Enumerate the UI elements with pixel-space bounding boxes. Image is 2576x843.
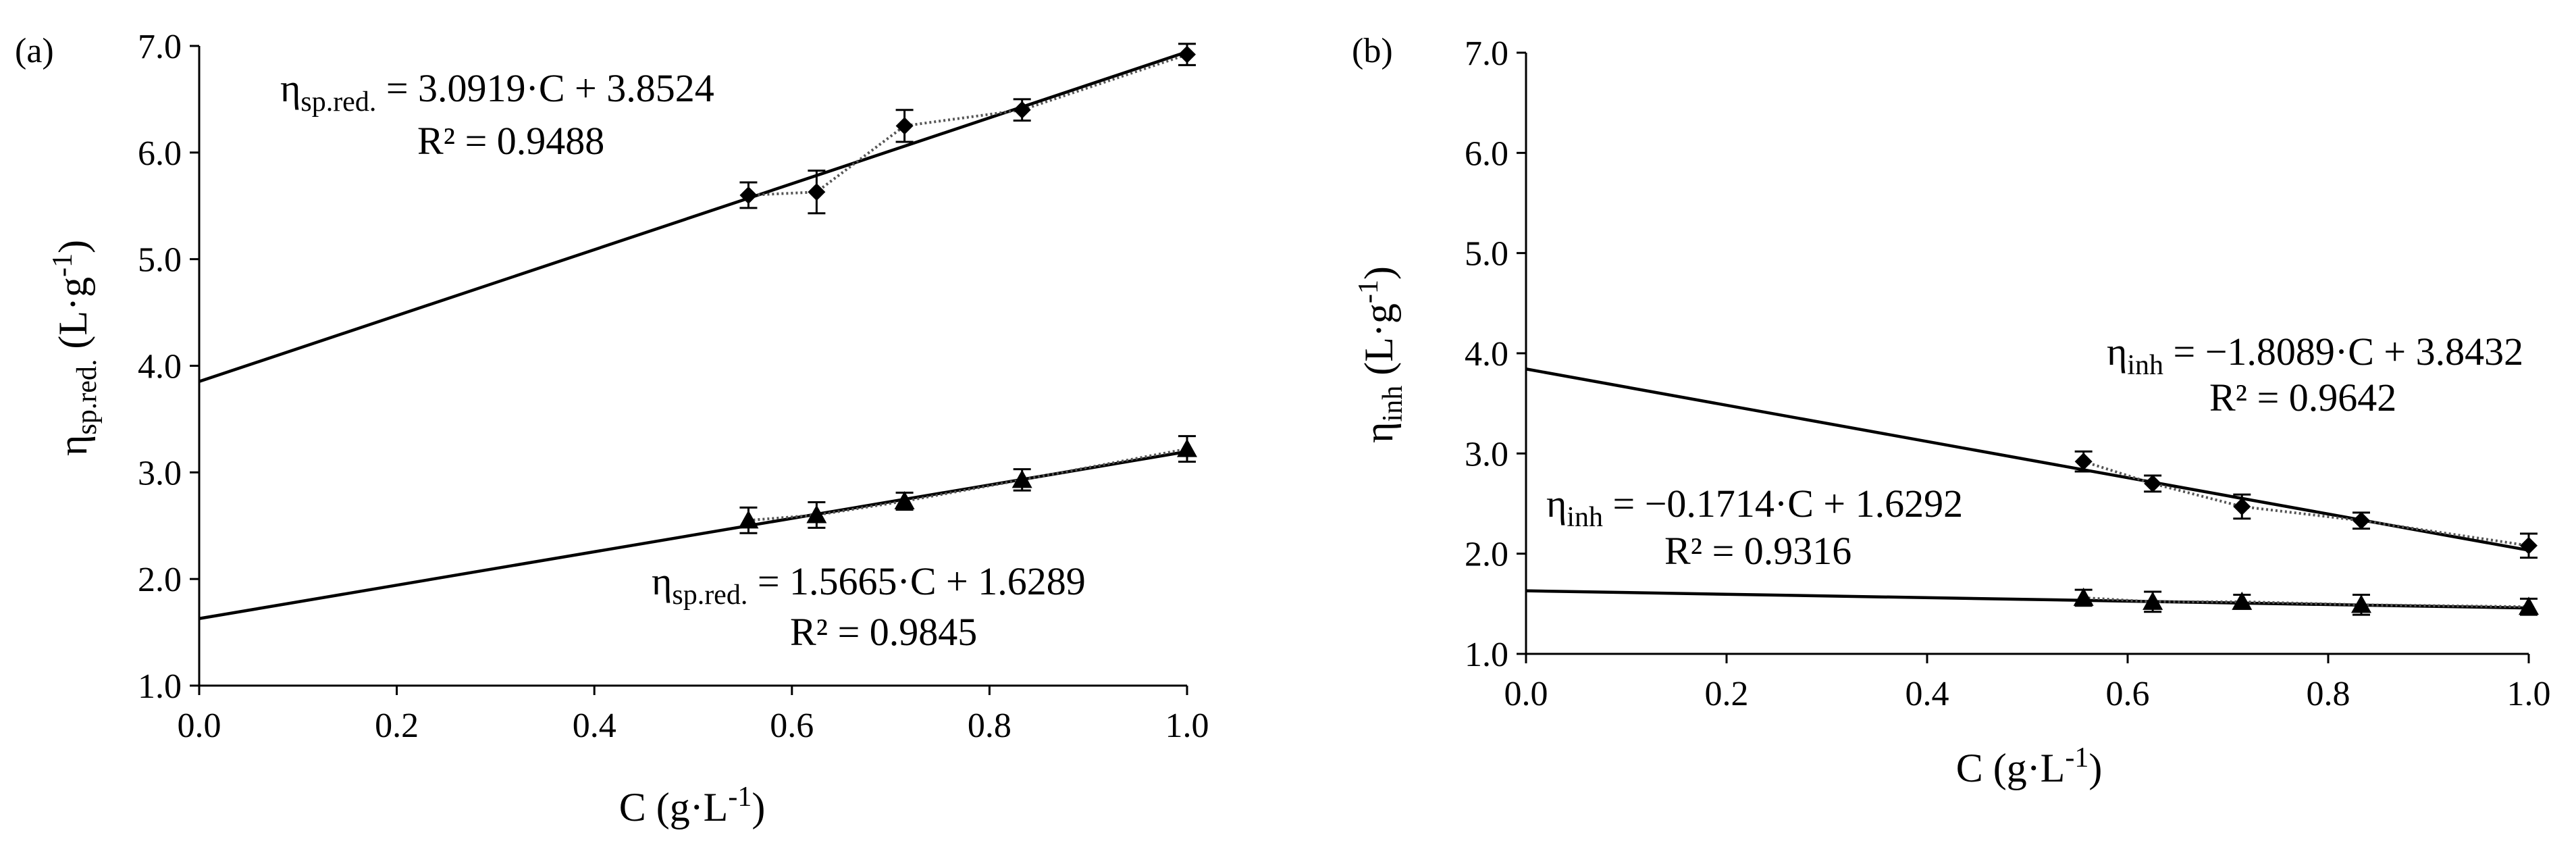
panel-a-y-ticks: 1.0 2.0 3.0 4.0 5.0 6.0 7.0: [138, 28, 199, 706]
diamond-marker: [2144, 474, 2162, 492]
panel-a-x-axis-label: C (g·L-1): [619, 782, 766, 829]
x-tick-label: 1.0: [2507, 675, 2551, 713]
diamond-marker: [895, 117, 914, 135]
triangle-marker: [2351, 594, 2372, 613]
triangle-marker: [2232, 591, 2253, 610]
panel-b-x-ticks: 0.0 0.2 0.4 0.6 0.8 1.0: [1504, 654, 2551, 713]
x-tick-label: 0.2: [1705, 675, 1749, 713]
diamond-marker: [1178, 45, 1196, 63]
diamond-marker: [1013, 101, 1031, 119]
panel-label-b: (b): [1352, 32, 1393, 70]
diamond-marker: [2520, 536, 2538, 555]
triangle-marker: [1177, 438, 1197, 457]
x-tick-label: 1.0: [1165, 707, 1209, 745]
triangle-marker: [806, 505, 827, 523]
triangle-marker: [1011, 469, 1032, 488]
x-tick-label: 0.0: [178, 707, 221, 745]
triangle-marker: [2519, 596, 2539, 615]
x-tick-label: 0.2: [375, 707, 419, 745]
data-connector-diamond: [2083, 460, 2529, 547]
panel-b-markers: [2073, 450, 2539, 616]
y-tick-label: 5.0: [1465, 235, 1508, 274]
triangle-marker: [2073, 587, 2094, 606]
y-tick-label: 3.0: [138, 454, 182, 492]
y-tick-label: 5.0: [138, 241, 182, 280]
panel-b-equation-triangle: ηinh = −0.1714·C + 1.6292: [1546, 482, 1963, 533]
diamond-marker: [739, 186, 758, 204]
x-tick-label: 0.0: [1504, 675, 1548, 713]
y-tick-label: 4.0: [138, 348, 182, 386]
panel-b-equation-diamond: ηinh = −1.8089·C + 3.8432: [2107, 330, 2523, 381]
panel-b: (b) 0.0 0.2 0.4 0.6 0.8 1.0 1.0 2.0 3.0 4.0 5.0 6.…: [1352, 32, 2551, 790]
panel-a-equation-triangle: ηsp.red. = 1.5665·C + 1.6289: [652, 559, 1086, 611]
panel-a-r2-triangle: R² = 0.9845: [790, 610, 977, 654]
y-tick-label: 6.0: [138, 134, 182, 173]
panel-a-x-ticks: 0.0 0.2 0.4 0.6 0.8 1.0: [178, 686, 1209, 745]
panel-a-trendlines: [199, 50, 1188, 620]
data-connector-diamond: [748, 53, 1188, 197]
y-tick-label: 3.0: [1465, 435, 1508, 474]
panel-label-a: (a): [15, 32, 54, 70]
x-tick-label: 0.8: [2307, 675, 2350, 713]
y-tick-label: 2.0: [1465, 536, 1508, 574]
y-tick-label: 1.0: [1465, 636, 1508, 674]
diamond-marker: [2352, 511, 2371, 530]
panel-b-r2-triangle: R² = 0.9316: [1664, 529, 1851, 573]
x-tick-label: 0.6: [2106, 675, 2150, 713]
panel-a-r2-diamond: R² = 0.9488: [417, 119, 604, 163]
panel-b-x-axis-label: C (g·L-1): [1956, 742, 2103, 790]
panel-a-equation-diamond: ηsp.red. = 3.0919·C + 3.8524: [280, 66, 714, 118]
y-tick-label: 7.0: [1465, 34, 1508, 73]
panel-a-y-axis-label: ηsp.red. (L·g-1): [47, 240, 103, 456]
y-tick-label: 2.0: [138, 561, 182, 599]
x-tick-label: 0.8: [968, 707, 1011, 745]
y-tick-label: 7.0: [138, 28, 182, 66]
diamond-marker: [2074, 453, 2093, 471]
panel-b-r2-diamond: R² = 0.9642: [2209, 376, 2396, 419]
triangle-marker: [894, 490, 915, 509]
triangle-marker: [2143, 591, 2163, 610]
y-tick-label: 1.0: [138, 667, 182, 706]
x-tick-label: 0.4: [1905, 675, 1949, 713]
panel-a-markers: [738, 43, 1197, 534]
y-tick-label: 6.0: [1465, 134, 1508, 173]
y-tick-label: 4.0: [1465, 335, 1508, 374]
x-tick-label: 0.4: [573, 707, 616, 745]
x-tick-label: 0.6: [770, 707, 814, 745]
diamond-marker: [808, 183, 826, 201]
diamond-marker: [2233, 497, 2251, 515]
triangle-marker: [738, 510, 759, 529]
panel-b-y-axis-label: ηinh (L·g-1): [1353, 266, 1409, 443]
panel-b-y-ticks: 1.0 2.0 3.0 4.0 5.0 6.0 7.0: [1465, 34, 1526, 674]
panel-a: (a) 0.0 0.2 0.4 0.6 0.8 1.0 1.0 2.0 3.0 4.0 5.0 6.…: [15, 28, 1209, 829]
